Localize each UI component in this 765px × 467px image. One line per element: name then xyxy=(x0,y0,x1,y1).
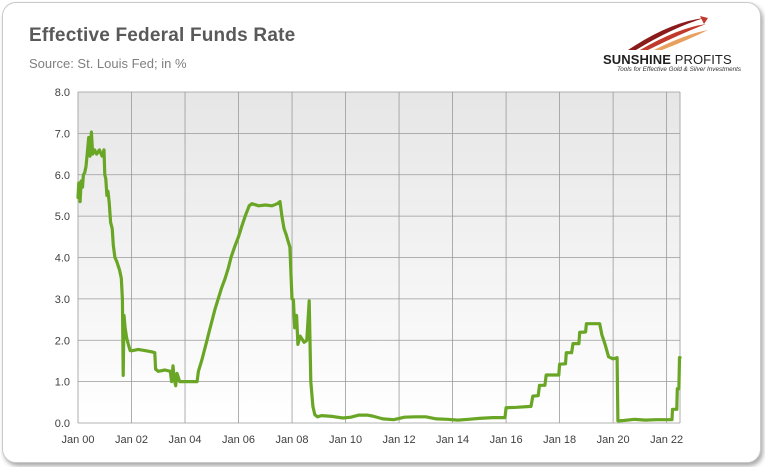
x-tick-label: Jan 18 xyxy=(543,434,576,446)
x-tick-label: Jan 06 xyxy=(222,434,255,446)
y-tick-label: 5.0 xyxy=(55,211,70,223)
y-tick-label: 3.0 xyxy=(55,294,70,306)
y-tick-label: 7.0 xyxy=(55,128,70,140)
x-tick-label: Jan 12 xyxy=(383,434,416,446)
x-tick-label: Jan 14 xyxy=(436,434,469,446)
x-tick-label: Jan 22 xyxy=(650,434,683,446)
chart-title: Effective Federal Funds Rate xyxy=(29,25,296,46)
gridlines xyxy=(77,91,681,424)
logo-tagline: Tools for Effective Gold & Silver Invest… xyxy=(617,66,742,73)
x-tick-label: Jan 08 xyxy=(276,434,309,446)
x-axis-ticks: Jan 00 Jan 02 Jan 04 Jan 06 Jan 08 Jan 10 Jan … xyxy=(61,434,683,446)
x-tick-label: Jan 10 xyxy=(329,434,362,446)
logo-name: SUNSHINE PROFITS xyxy=(603,52,732,67)
sunshine-logo-icon xyxy=(628,16,708,50)
y-tick-label: 1.0 xyxy=(55,377,70,389)
y-tick-label: 4.0 xyxy=(55,253,70,265)
x-tick-label: Jan 16 xyxy=(490,434,523,446)
series-line-fed-funds xyxy=(76,130,682,423)
y-tick-label: 6.0 xyxy=(55,170,70,182)
x-tick-label: Jan 20 xyxy=(597,434,630,446)
x-tick-label: Jan 02 xyxy=(115,434,148,446)
x-tick-label: Jan 00 xyxy=(61,434,94,446)
y-tick-label: 0.0 xyxy=(55,418,70,430)
y-tick-label: 2.0 xyxy=(55,335,70,347)
chart-subtitle: Source: St. Louis Fed; in % xyxy=(29,56,187,71)
y-tick-label: 8.0 xyxy=(55,87,70,99)
y-axis-ticks: 0.0 1.0 2.0 3.0 4.0 5.0 6.0 7.0 8.0 xyxy=(55,87,70,430)
x-tick-label: Jan 04 xyxy=(169,434,202,446)
